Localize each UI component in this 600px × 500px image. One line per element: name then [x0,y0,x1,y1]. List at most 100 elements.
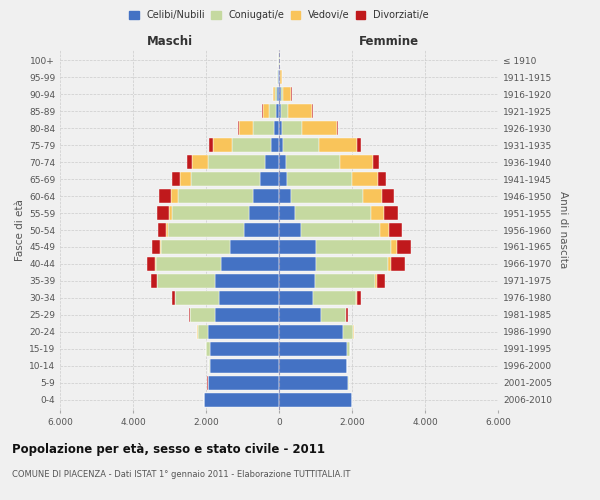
Bar [147,257,155,271]
Bar [166,223,169,237]
Bar [279,88,281,101]
Bar [279,376,349,390]
Bar [221,257,279,271]
Bar [302,122,337,135]
Bar [281,104,289,118]
Bar [157,206,169,220]
Bar [321,308,346,322]
Bar [364,189,382,203]
Bar [230,240,279,254]
Bar [391,240,397,254]
Bar [274,122,279,135]
Bar [279,122,282,135]
Bar [239,122,253,135]
Bar [279,156,286,169]
Bar [215,274,279,287]
Bar [187,156,193,169]
Bar [343,325,353,338]
Bar [319,138,358,152]
Bar [279,308,321,322]
Bar [279,257,316,271]
Bar [265,156,279,169]
Bar [346,308,348,322]
Bar [282,122,302,135]
Bar [279,359,347,372]
Bar [279,393,352,406]
Bar [263,104,269,118]
Bar [208,376,279,390]
Bar [178,189,253,203]
Bar [337,122,338,135]
Bar [219,291,279,304]
Bar [277,70,278,84]
Bar [289,104,312,118]
Bar [208,325,279,338]
Bar [189,308,190,322]
Bar [279,342,347,355]
Bar [279,240,316,254]
Bar [357,291,361,304]
Bar [169,223,244,237]
Bar [152,240,160,254]
Bar [279,189,291,203]
Bar [382,189,394,203]
Bar [276,104,279,118]
Bar [208,156,265,169]
Bar [271,138,279,152]
Bar [389,223,403,237]
Bar [253,122,274,135]
Bar [191,172,260,186]
Bar [279,325,343,338]
Bar [377,274,385,287]
Bar [316,257,388,271]
Bar [172,291,175,304]
Bar [279,291,313,304]
Bar [209,138,212,152]
Text: Femmine: Femmine [358,36,419,49]
Bar [249,206,279,220]
Bar [170,189,178,203]
Bar [157,274,215,287]
Bar [391,257,405,271]
Bar [388,257,391,271]
Bar [260,172,279,186]
Bar [161,240,230,254]
Bar [347,342,350,355]
Bar [397,240,412,254]
Bar [378,172,386,186]
Bar [283,138,319,152]
Bar [212,138,232,152]
Bar [291,189,364,203]
Bar [172,206,249,220]
Bar [273,88,275,101]
Bar [159,189,170,203]
Bar [358,138,361,152]
Legend: Celibi/Nubili, Coniugati/e, Vedovi/e, Divorziati/e: Celibi/Nubili, Coniugati/e, Vedovi/e, Di… [127,8,431,22]
Bar [253,189,279,203]
Bar [215,308,279,322]
Bar [197,325,208,338]
Bar [209,342,279,355]
Bar [279,274,315,287]
Bar [287,172,352,186]
Bar [280,70,282,84]
Bar [279,206,295,220]
Bar [180,172,191,186]
Bar [269,104,276,118]
Y-axis label: Anni di nascita: Anni di nascita [557,192,568,268]
Bar [371,206,385,220]
Bar [354,325,355,338]
Bar [158,223,166,237]
Bar [281,88,283,101]
Bar [373,156,379,169]
Y-axis label: Fasce di età: Fasce di età [15,199,25,261]
Bar [204,393,279,406]
Bar [352,172,378,186]
Bar [316,240,391,254]
Bar [295,206,371,220]
Bar [277,88,279,101]
Bar [380,223,389,237]
Bar [155,257,221,271]
Bar [172,172,180,186]
Bar [283,88,291,101]
